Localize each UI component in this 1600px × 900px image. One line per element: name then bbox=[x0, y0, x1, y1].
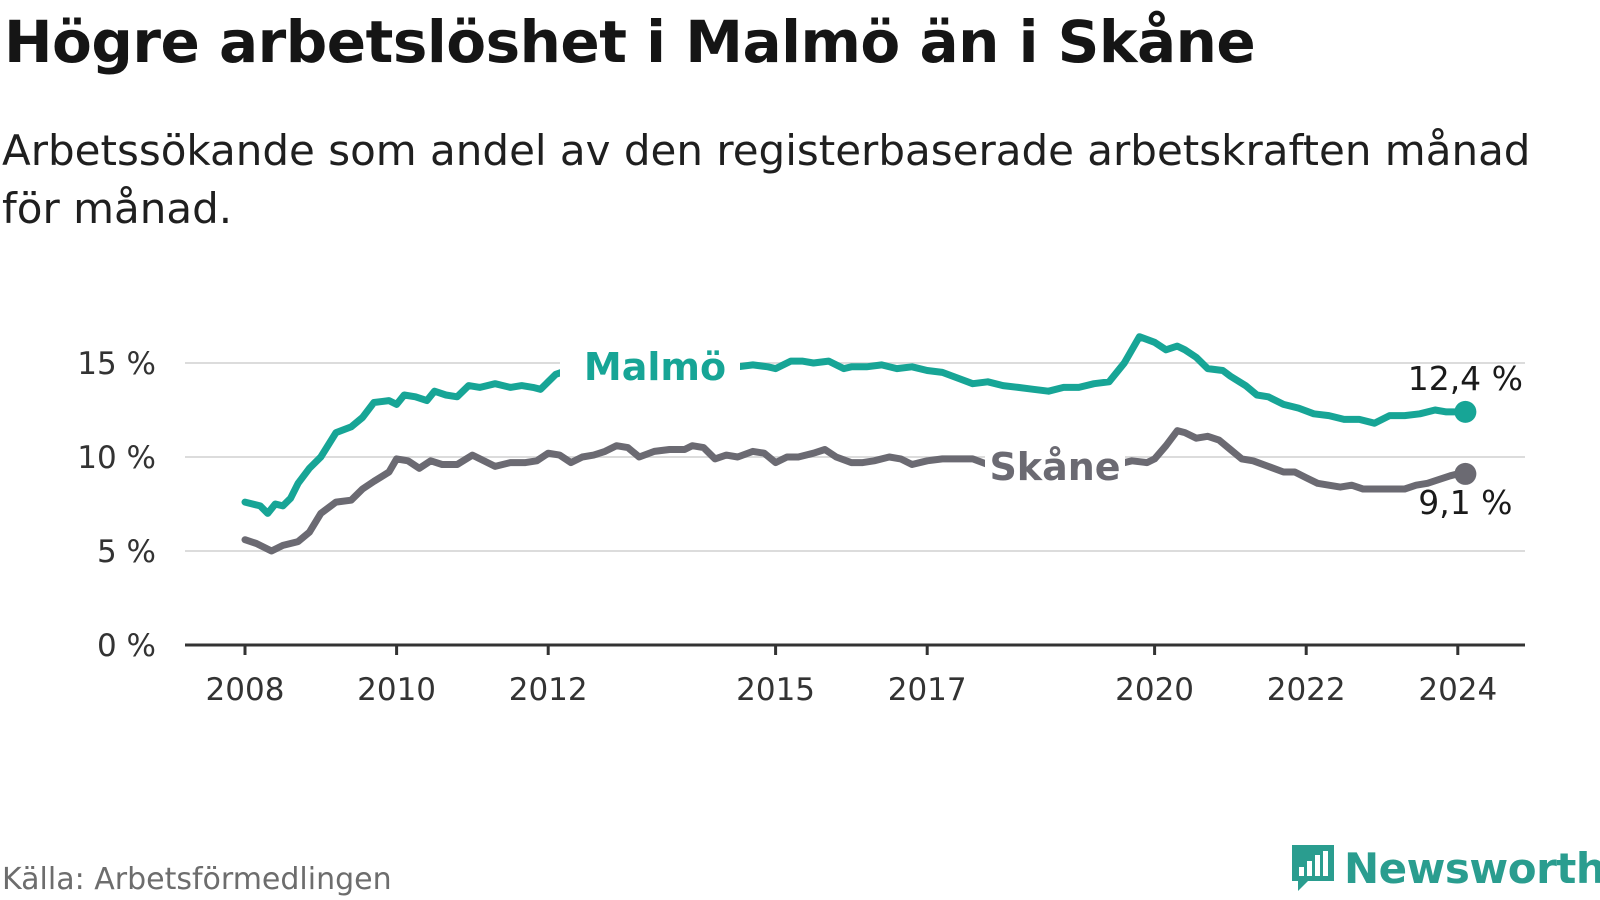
line-chart: 0 %5 %10 %15 % 2008 2010 2012 2015 2017 2020 2… bbox=[77, 333, 1525, 708]
x-tick-label: 2012 bbox=[509, 672, 588, 708]
brand-name: Newsworthy bbox=[1344, 843, 1600, 893]
newsworthy-logo-icon bbox=[1292, 845, 1334, 891]
end-point-malmo bbox=[1454, 400, 1477, 423]
x-tick-label: 2008 bbox=[206, 672, 285, 708]
x-tick-label: 2017 bbox=[888, 672, 967, 708]
source-note: Källa: Arbetsförmedlingen bbox=[2, 862, 392, 897]
series-labels: Malmö 12,4 % Skåne 9,1 % bbox=[560, 340, 1523, 522]
y-tick-label: 5 % bbox=[97, 534, 156, 570]
x-tick-label: 2024 bbox=[1418, 672, 1497, 708]
x-tick-label: 2010 bbox=[357, 672, 436, 708]
series-line-skane bbox=[241, 427, 1469, 555]
series-label-malmo: Malmö bbox=[584, 345, 726, 389]
y-tick-label: 15 % bbox=[77, 346, 156, 382]
end-label-malmo: 12,4 % bbox=[1408, 359, 1523, 398]
series-label-halo bbox=[985, 440, 1125, 492]
end-point-skane bbox=[1454, 462, 1477, 485]
series-label-skane: Skåne bbox=[989, 445, 1120, 489]
end-label-skane: 9,1 % bbox=[1418, 483, 1512, 522]
x-axis: 2008 2010 2012 2015 2017 2020 2022 2024 bbox=[185, 643, 1525, 708]
y-tick-label: 10 % bbox=[77, 440, 156, 476]
x-tick-label: 2022 bbox=[1267, 672, 1346, 708]
series-lines bbox=[241, 333, 1477, 555]
series-label-halo bbox=[560, 340, 740, 392]
chart-subtitle: Arbetssökande som andel av den registerb… bbox=[2, 126, 1531, 233]
y-axis: 0 % 5 % 10 % 15 % bbox=[77, 346, 156, 664]
gridlines bbox=[185, 362, 1525, 552]
x-tick-label: 2015 bbox=[736, 672, 815, 708]
y-tick-label: 0 % bbox=[97, 628, 156, 664]
brand-logo: Newsworthy bbox=[1290, 843, 1600, 893]
x-tick-label: 2020 bbox=[1115, 672, 1194, 708]
series-line-malmo bbox=[241, 333, 1469, 517]
chart-title: Högre arbetslöshet i Malmö än i Skåne bbox=[4, 8, 1256, 76]
